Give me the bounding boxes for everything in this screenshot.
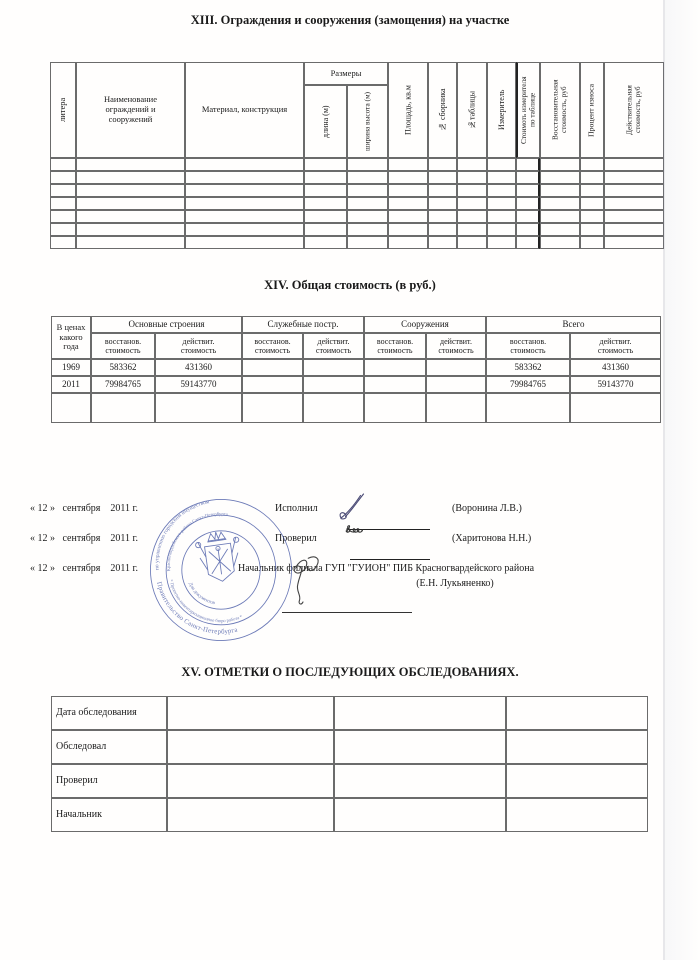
svg-text:Красногвардейского района Санк: Красногвардейского района Санкт-Петербур… [159,510,235,572]
svg-text:по управлению городским имущес: по управлению городским имуществом [146,499,219,571]
svg-text:Для документов: Для документов [187,579,217,610]
